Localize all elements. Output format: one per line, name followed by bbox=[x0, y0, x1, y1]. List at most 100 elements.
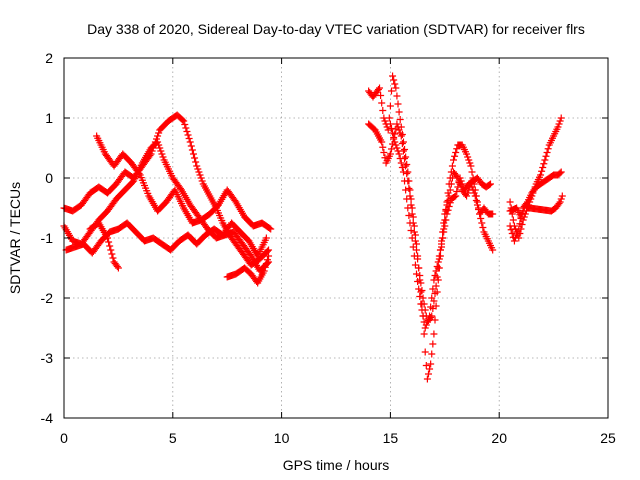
data-point bbox=[393, 144, 401, 152]
data-point bbox=[406, 219, 414, 227]
data-point bbox=[516, 220, 524, 228]
data-point bbox=[379, 143, 387, 151]
data-point bbox=[154, 138, 162, 146]
data-point bbox=[405, 185, 413, 192]
x-tick-label: 10 bbox=[274, 430, 290, 446]
data-point bbox=[423, 318, 431, 326]
data-point bbox=[389, 72, 397, 80]
data-point bbox=[426, 312, 434, 320]
data-point bbox=[378, 138, 386, 146]
data-point bbox=[409, 243, 417, 251]
data-point bbox=[410, 222, 418, 230]
data-series-s11 bbox=[506, 168, 565, 245]
data-point bbox=[557, 114, 565, 122]
data-point bbox=[114, 264, 122, 272]
data-point bbox=[392, 141, 400, 149]
data-point bbox=[156, 144, 164, 152]
data-point bbox=[374, 86, 382, 93]
data-point bbox=[158, 150, 166, 158]
data-point bbox=[472, 197, 480, 204]
data-point bbox=[377, 92, 385, 99]
data-point bbox=[184, 131, 192, 139]
data-point bbox=[395, 108, 403, 116]
data-point bbox=[154, 132, 162, 140]
data-point bbox=[398, 140, 406, 147]
data-point bbox=[446, 186, 454, 194]
data-point bbox=[195, 168, 203, 176]
data-point bbox=[378, 99, 386, 107]
data-point bbox=[429, 285, 437, 293]
y-tick-label: 0 bbox=[45, 170, 53, 186]
data-point bbox=[444, 206, 452, 214]
data-point bbox=[470, 189, 478, 197]
data-point bbox=[471, 192, 479, 200]
data-point bbox=[485, 181, 493, 189]
data-point bbox=[194, 165, 202, 173]
data-point bbox=[187, 142, 195, 150]
data-point bbox=[396, 155, 404, 162]
data-point bbox=[155, 141, 163, 149]
data-series-s4 bbox=[93, 132, 275, 233]
data-point bbox=[466, 159, 474, 167]
data-point bbox=[418, 287, 426, 294]
data-point bbox=[421, 324, 429, 332]
data-point bbox=[477, 215, 485, 222]
data-point bbox=[260, 267, 268, 275]
data-point bbox=[265, 246, 273, 254]
data-point bbox=[424, 315, 432, 323]
data-point bbox=[556, 169, 564, 177]
data-point bbox=[557, 168, 565, 176]
data-point bbox=[436, 246, 444, 254]
data-point bbox=[428, 294, 436, 302]
data-point bbox=[540, 160, 548, 168]
data-point bbox=[421, 348, 429, 356]
x-tick-label: 25 bbox=[600, 430, 616, 446]
data-point bbox=[394, 123, 402, 131]
data-series-s3 bbox=[62, 219, 270, 260]
data-point bbox=[457, 177, 465, 185]
data-point bbox=[390, 134, 398, 141]
data-point bbox=[489, 246, 497, 254]
data-point bbox=[411, 231, 419, 239]
data-point bbox=[509, 216, 517, 224]
data-point bbox=[415, 285, 423, 293]
data-point bbox=[443, 210, 451, 218]
data-point bbox=[413, 240, 421, 248]
data-point bbox=[452, 192, 460, 200]
data-point bbox=[438, 240, 446, 248]
data-series-s6 bbox=[223, 252, 273, 287]
data-point bbox=[556, 198, 564, 206]
data-point bbox=[183, 128, 191, 135]
data-point bbox=[448, 162, 456, 170]
x-tick-label: 15 bbox=[383, 430, 399, 446]
data-point bbox=[555, 200, 563, 207]
data-point bbox=[538, 167, 546, 175]
data-point bbox=[431, 290, 439, 297]
data-point bbox=[415, 264, 423, 272]
data-point bbox=[429, 340, 437, 348]
data-series-s9 bbox=[386, 120, 494, 332]
data-point bbox=[401, 146, 409, 153]
data-point bbox=[451, 152, 459, 160]
data-point bbox=[423, 375, 431, 383]
y-tick-label: 2 bbox=[45, 50, 53, 66]
data-series-s5 bbox=[86, 219, 122, 272]
data-point bbox=[408, 210, 416, 218]
data-point bbox=[406, 192, 414, 200]
data-point bbox=[135, 170, 143, 177]
data-point bbox=[155, 129, 163, 137]
y-tick-label: 1 bbox=[45, 110, 53, 126]
data-point bbox=[434, 258, 442, 266]
data-point bbox=[486, 180, 494, 188]
data-point bbox=[510, 237, 518, 245]
data-point bbox=[445, 203, 453, 210]
data-point bbox=[396, 116, 404, 123]
data-point bbox=[192, 158, 200, 166]
data-point bbox=[407, 201, 415, 209]
x-tick-label: 20 bbox=[491, 430, 507, 446]
data-point bbox=[542, 152, 550, 160]
data-point bbox=[395, 150, 403, 158]
data-point bbox=[381, 117, 389, 125]
data-point bbox=[557, 195, 565, 203]
